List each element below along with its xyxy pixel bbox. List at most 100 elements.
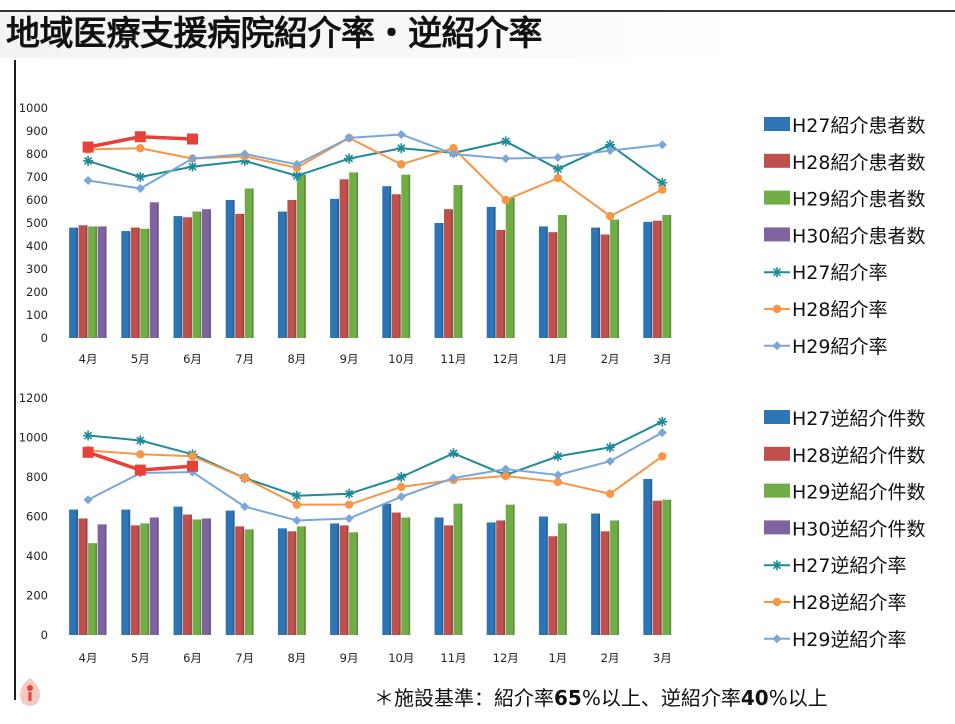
bar bbox=[496, 520, 506, 635]
bar-shade bbox=[304, 526, 306, 635]
y-tick-label: 600 bbox=[26, 510, 48, 524]
footnote-rate2: 40 bbox=[740, 686, 769, 710]
bar-shade bbox=[85, 518, 88, 635]
bar-shade bbox=[513, 197, 515, 338]
point-square bbox=[187, 460, 198, 472]
x-tick-label: 6月 bbox=[183, 651, 202, 665]
footnote-mid: %以上、逆紹介率 bbox=[581, 686, 741, 710]
x-tick-label: 12月 bbox=[493, 651, 519, 665]
point-star bbox=[344, 488, 355, 499]
bar bbox=[391, 512, 401, 635]
bar-shade bbox=[190, 514, 192, 635]
bar-shade bbox=[607, 234, 610, 338]
legend-label: H27紹介患者数 bbox=[792, 115, 925, 137]
bar-shade bbox=[252, 529, 254, 635]
bar-shade bbox=[157, 202, 159, 338]
bar bbox=[130, 227, 140, 338]
bar-shade bbox=[617, 219, 619, 338]
point-diamond bbox=[657, 428, 667, 438]
legend-marker bbox=[772, 634, 782, 644]
point-diamond bbox=[344, 513, 354, 523]
x-tick-label: 9月 bbox=[340, 651, 359, 665]
bar-shade bbox=[337, 198, 339, 338]
bar bbox=[296, 526, 306, 635]
point-diamond bbox=[449, 149, 458, 159]
point-circle bbox=[605, 211, 615, 221]
bar bbox=[296, 174, 306, 338]
bar-shade bbox=[346, 179, 349, 338]
bar-shade bbox=[607, 531, 610, 635]
point-circle bbox=[658, 452, 667, 461]
series-line bbox=[88, 420, 663, 497]
bar-shade bbox=[104, 226, 107, 338]
bar-shade bbox=[294, 200, 297, 338]
bar bbox=[434, 517, 444, 635]
y-tick-label: 600 bbox=[26, 193, 48, 207]
bar bbox=[444, 525, 453, 635]
bar bbox=[444, 209, 453, 338]
point-circle bbox=[605, 489, 615, 498]
top-border bbox=[0, 10, 955, 12]
bar-shade bbox=[441, 223, 444, 338]
bar-shade bbox=[555, 536, 558, 635]
bar bbox=[277, 528, 287, 635]
legend-marker bbox=[772, 267, 782, 278]
bar bbox=[78, 518, 88, 635]
title-band bbox=[0, 12, 740, 58]
bar bbox=[591, 513, 600, 635]
bar bbox=[202, 209, 211, 338]
bar bbox=[339, 525, 349, 635]
point-square bbox=[82, 141, 94, 153]
series-line bbox=[87, 431, 663, 522]
x-tick-label: 4月 bbox=[79, 352, 98, 366]
bar bbox=[643, 478, 653, 635]
y-tick-label: 800 bbox=[26, 147, 48, 161]
legend-swatch bbox=[764, 117, 790, 131]
point-circle bbox=[501, 471, 510, 481]
y-tick-label: 300 bbox=[26, 262, 48, 276]
x-tick-label: 2月 bbox=[601, 352, 620, 366]
x-tick-label: 7月 bbox=[235, 651, 254, 665]
logo-icon bbox=[20, 678, 40, 706]
point-circle bbox=[501, 195, 510, 205]
bar bbox=[235, 526, 245, 635]
bar bbox=[453, 503, 463, 635]
bar bbox=[287, 531, 297, 635]
x-tick-label: 11月 bbox=[440, 352, 466, 366]
bar bbox=[496, 229, 506, 338]
bar-shade bbox=[565, 523, 567, 635]
bar-shade bbox=[460, 503, 463, 635]
bar-shade bbox=[389, 186, 392, 338]
y-tick-label: 400 bbox=[26, 239, 48, 253]
bar-shade bbox=[346, 525, 349, 635]
legend-swatch bbox=[764, 190, 790, 205]
bar-shade bbox=[138, 227, 140, 338]
series-line bbox=[88, 449, 663, 506]
bar bbox=[486, 522, 496, 635]
bar-shade bbox=[546, 516, 548, 635]
legend-label: H28紹介患者数 bbox=[792, 152, 925, 174]
bar bbox=[330, 523, 339, 635]
bar-shade bbox=[408, 517, 411, 635]
point-diamond bbox=[135, 184, 145, 193]
bar bbox=[277, 211, 287, 338]
point-square bbox=[134, 131, 146, 143]
point-circle bbox=[292, 500, 302, 509]
y-tick-label: 1000 bbox=[19, 101, 48, 115]
bar-shade bbox=[546, 226, 548, 338]
bar bbox=[287, 200, 297, 338]
point-star bbox=[605, 139, 616, 150]
bar bbox=[97, 524, 107, 635]
x-tick-label: 5月 bbox=[131, 651, 150, 665]
bar bbox=[434, 223, 444, 338]
bar bbox=[538, 226, 548, 338]
bar-shade bbox=[180, 506, 183, 635]
legend-label: H30逆紹介件数 bbox=[792, 518, 925, 540]
bar bbox=[202, 518, 211, 635]
bar bbox=[88, 226, 97, 338]
x-tick-label: 1月 bbox=[548, 651, 567, 665]
bar bbox=[591, 227, 600, 338]
point-diamond bbox=[240, 149, 250, 159]
point-circle bbox=[397, 482, 406, 492]
